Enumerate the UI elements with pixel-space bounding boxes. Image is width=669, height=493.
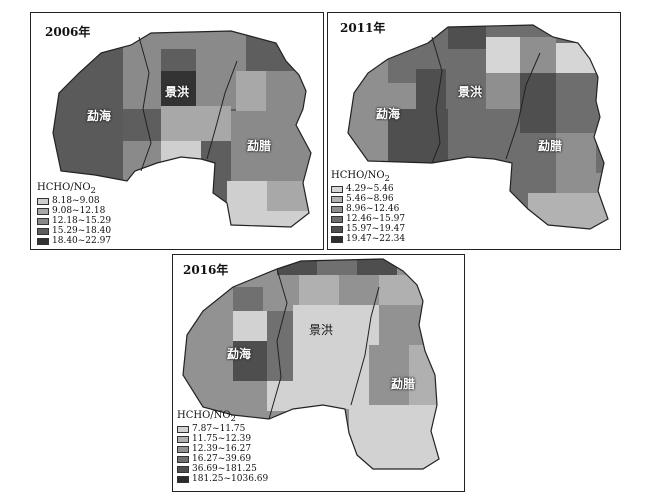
legend-swatch <box>177 475 189 483</box>
map-year-label: 2011年 <box>340 21 386 35</box>
legend-swatch <box>37 237 49 245</box>
legend-item: 12.18~15.29 <box>37 216 111 226</box>
place-label-mengla: 勐腊 <box>391 377 416 391</box>
legend-swatch <box>37 197 49 205</box>
legend: HCHO/NO2 7.87~11.75 11.75~12.39 12.39~16… <box>177 411 268 484</box>
legend-swatch <box>331 205 343 213</box>
legend-item: 16.27~39.69 <box>177 454 268 464</box>
place-label-mengla: 勐腊 <box>247 139 272 153</box>
legend-swatch <box>331 195 343 203</box>
place-label-jinghong: 景洪 <box>165 85 190 99</box>
legend-item: 5.46~8.96 <box>331 194 405 204</box>
legend-item: 11.75~12.39 <box>177 434 268 444</box>
place-label-mengla: 勐腊 <box>538 139 563 153</box>
legend-item: 8.96~12.46 <box>331 204 405 214</box>
legend-swatch <box>331 185 343 193</box>
legend-swatch <box>37 207 49 215</box>
legend-item: 12.39~16.27 <box>177 444 268 454</box>
map-panel-2011: 2011年 勐海 景洪 勐腊 HCHO/NO2 4.29~5.46 5.46~8… <box>327 12 621 250</box>
map-panel-2006: 2006年 勐海 景洪 勐腊 HCHO/NO2 8.18~9.08 9.08~1… <box>30 12 324 250</box>
legend-title: HCHO/NO2 <box>177 410 236 423</box>
legend: HCHO/NO2 4.29~5.46 5.46~8.96 8.96~12.46 … <box>331 171 405 244</box>
legend-swatch <box>331 225 343 233</box>
map-year-label: 2016年 <box>183 263 229 277</box>
legend-swatch <box>177 465 189 473</box>
legend-item: 12.46~15.97 <box>331 214 405 224</box>
legend: HCHO/NO2 8.18~9.08 9.08~12.18 12.18~15.2… <box>37 183 111 246</box>
legend-item: 18.40~22.97 <box>37 236 111 246</box>
place-label-menghai: 勐海 <box>227 347 252 361</box>
legend-swatch <box>177 445 189 453</box>
legend-title: HCHO/NO2 <box>37 182 96 195</box>
legend-item: 36.69~181.25 <box>177 464 268 474</box>
map-panel-2016: 2016年 勐海 景洪 勐腊 HCHO/NO2 7.87~11.75 11.75… <box>172 254 465 492</box>
place-label-jinghong: 景洪 <box>309 323 334 337</box>
place-label-jinghong: 景洪 <box>458 85 483 99</box>
legend-swatch <box>177 435 189 443</box>
legend-swatch <box>177 455 189 463</box>
legend-title: HCHO/NO2 <box>331 170 390 183</box>
legend-swatch <box>37 217 49 225</box>
legend-swatch <box>37 227 49 235</box>
place-label-menghai: 勐海 <box>376 107 401 121</box>
map-2011 <box>347 24 609 230</box>
legend-item: 4.29~5.46 <box>331 184 405 194</box>
map-2016 <box>182 258 440 470</box>
place-label-menghai: 勐海 <box>87 109 112 123</box>
legend-item: 181.25~1036.69 <box>177 474 268 484</box>
legend-item: 9.08~12.18 <box>37 206 111 216</box>
map-year-label: 2006年 <box>45 25 91 39</box>
legend-swatch <box>331 215 343 223</box>
legend-item: 8.18~9.08 <box>37 196 111 206</box>
legend-swatch <box>177 425 189 433</box>
legend-item: 15.97~19.47 <box>331 224 405 234</box>
legend-swatch <box>331 235 343 243</box>
map-2006 <box>52 30 312 228</box>
legend-item: 7.87~11.75 <box>177 424 268 434</box>
legend-item: 19.47~22.34 <box>331 234 405 244</box>
legend-item: 15.29~18.40 <box>37 226 111 236</box>
